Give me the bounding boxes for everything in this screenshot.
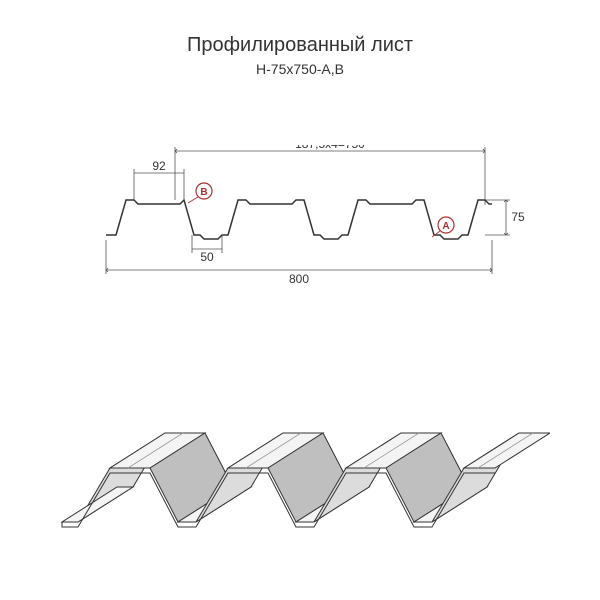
svg-text:75: 75 (511, 210, 525, 224)
svg-text:92: 92 (152, 159, 166, 173)
svg-text:187,5x4=750: 187,5x4=750 (295, 145, 365, 151)
svg-text:50: 50 (200, 250, 214, 264)
profile-outline (106, 200, 492, 239)
dim-crest: 92 (134, 159, 184, 200)
iso-sheet (62, 433, 550, 527)
marker-a: A (432, 217, 454, 237)
dim-overall: 800 (106, 240, 492, 286)
cross-section-diagram: 187,5x4=750 92 50 75 (70, 145, 530, 300)
dim-height: 75 (485, 200, 525, 235)
svg-text:A: A (442, 221, 449, 232)
title-block: Профилированный лист Н-75х750-А,В (0, 0, 600, 77)
marker-b: B (188, 183, 212, 203)
svg-text:B: B (200, 187, 207, 198)
svg-text:800: 800 (289, 272, 309, 286)
isometric-rendering (50, 350, 550, 575)
page-title: Профилированный лист (0, 34, 600, 57)
dim-pitch-total: 187,5x4=750 (175, 145, 485, 205)
product-code: Н-75х750-А,В (0, 61, 600, 77)
